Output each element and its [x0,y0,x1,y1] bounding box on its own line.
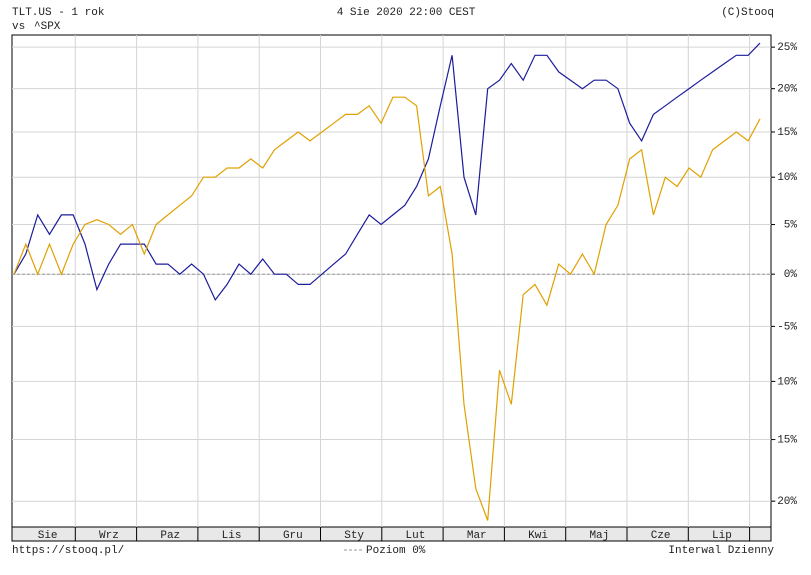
x-tick-label: Lut [406,530,426,542]
series-line [13,42,761,302]
x-tick-label: Wrz [99,530,119,542]
series-line [13,96,761,521]
x-tick-label: Kwi [528,530,548,542]
x-tick-label: Lip [712,530,732,542]
y-tick-label: 10% [777,172,797,184]
y-tick-label: 15% [777,127,797,139]
x-axis-band [11,526,772,542]
x-tick-label: Gru [283,530,303,542]
y-tick-label: -15% [771,434,798,446]
chart-title: TLT.US - 1 rok [12,7,105,19]
x-tick-label: Paz [160,530,180,542]
y-tick-label: 25% [777,42,797,54]
x-tick-label: Maj [589,530,609,542]
y-tick-label: 20% [777,84,797,96]
x-tick-label: Sie [38,530,58,542]
legend-entry: ^SPX [34,21,61,33]
subtitle-prefix: vs [12,21,25,33]
copyright: (C)Stooq [721,7,774,19]
date: 4 Sie 2020 22:00 CEST [337,7,476,19]
y-tick-label: 5% [784,219,798,231]
interval: Interwal Dzienny [668,545,774,557]
y-tick-label: -5% [777,321,797,333]
y-tick-label: -20% [771,496,798,508]
x-tick-label: Mar [467,530,487,542]
reference-label: Poziom 0% [366,545,426,557]
x-tick-label: Sty [344,530,364,542]
source: https://stooq.pl/ [12,545,124,557]
y-tick-label: 0% [784,269,798,281]
x-tick-label: Cze [651,530,671,542]
x-tick-label: Lis [222,530,242,542]
y-tick-label: -10% [771,376,798,388]
